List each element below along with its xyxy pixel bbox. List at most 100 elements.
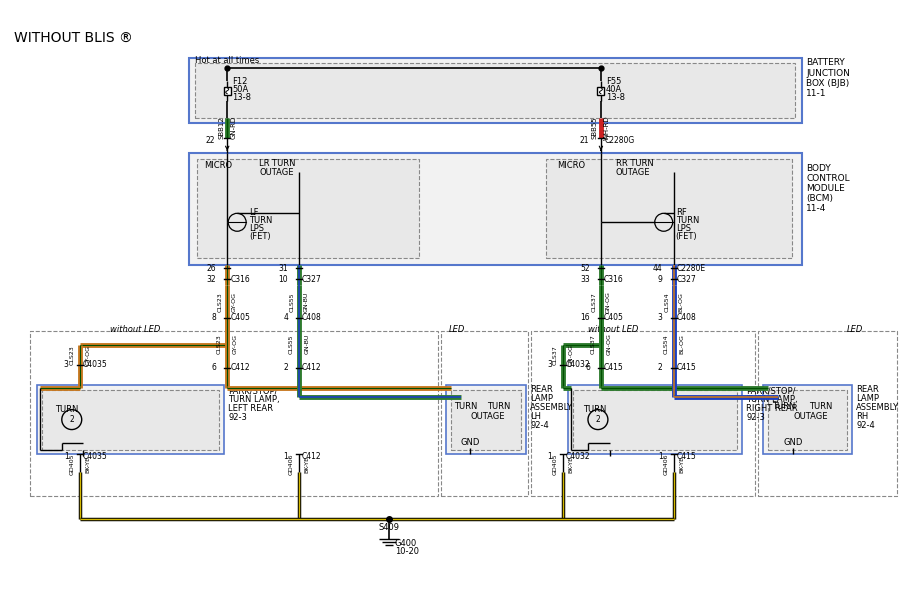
Text: TURN: TURN: [676, 216, 699, 225]
Text: REAR: REAR: [856, 385, 879, 394]
Bar: [546, 159, 793, 258]
Text: 8: 8: [212, 314, 216, 323]
Bar: [573, 390, 737, 450]
Bar: [597, 87, 605, 95]
Text: Hot at all times: Hot at all times: [195, 56, 260, 65]
Text: 50A: 50A: [232, 85, 249, 94]
Text: C412: C412: [302, 364, 321, 372]
Text: CLS23: CLS23: [69, 345, 74, 365]
Text: PARK/STOP/: PARK/STOP/: [746, 386, 796, 395]
Text: CLS54: CLS54: [663, 334, 668, 354]
Text: 1: 1: [548, 452, 552, 461]
Text: 26: 26: [207, 264, 216, 273]
Bar: [223, 87, 231, 95]
Text: TURN: TURN: [488, 402, 510, 411]
Text: (BCM): (BCM): [806, 194, 834, 203]
Text: CLS55: CLS55: [290, 292, 294, 312]
Text: 10: 10: [279, 274, 288, 284]
Text: RH: RH: [856, 412, 868, 421]
Text: C327: C327: [302, 274, 321, 284]
Text: BK-YE: BK-YE: [568, 456, 574, 473]
Text: GD405: GD405: [553, 454, 558, 475]
Text: TURN LAMP,: TURN LAMP,: [746, 395, 798, 404]
Bar: [190, 58, 803, 123]
Bar: [37, 385, 224, 454]
Text: C415: C415: [676, 452, 696, 461]
Text: 6: 6: [585, 364, 590, 372]
Text: C327: C327: [676, 274, 696, 284]
Text: C2280G: C2280G: [605, 136, 636, 145]
Text: 52: 52: [580, 264, 590, 273]
Text: C316: C316: [231, 274, 250, 284]
Text: C4035: C4035: [83, 452, 107, 461]
Text: GD405: GD405: [69, 454, 74, 475]
Text: (FET): (FET): [676, 232, 697, 241]
Text: 1: 1: [283, 452, 288, 461]
Text: C405: C405: [231, 314, 250, 323]
Text: C405: C405: [604, 314, 624, 323]
Text: CLS23: CLS23: [218, 292, 222, 312]
Bar: [42, 390, 219, 450]
Bar: [30, 331, 439, 497]
Text: F55: F55: [606, 77, 621, 86]
Text: 44: 44: [653, 264, 663, 273]
Text: 16: 16: [580, 314, 590, 323]
Text: CLS37: CLS37: [553, 345, 558, 365]
Text: OUTAGE: OUTAGE: [794, 412, 828, 421]
Text: C415: C415: [604, 364, 624, 372]
Text: CLS54: CLS54: [664, 292, 669, 312]
Text: SBB55: SBB55: [592, 117, 598, 139]
Text: C316: C316: [604, 274, 624, 284]
Text: 92-3: 92-3: [228, 413, 247, 422]
Text: BATTERY: BATTERY: [806, 59, 845, 67]
Text: TURN: TURN: [773, 402, 795, 411]
Bar: [768, 390, 847, 450]
Text: OUTAGE: OUTAGE: [470, 412, 505, 421]
Bar: [451, 390, 521, 450]
Text: 9: 9: [657, 274, 663, 284]
Text: 3: 3: [64, 361, 69, 369]
Text: without LED: without LED: [110, 325, 160, 334]
Text: MICRO: MICRO: [558, 161, 585, 170]
Text: C408: C408: [302, 314, 321, 323]
Text: LPS: LPS: [676, 224, 691, 233]
Text: LPS: LPS: [249, 224, 264, 233]
Text: BODY: BODY: [806, 164, 831, 173]
Text: C415: C415: [676, 364, 696, 372]
Text: without LED: without LED: [588, 325, 638, 334]
Text: GY-OG: GY-OG: [232, 292, 237, 312]
Text: LED: LED: [449, 325, 465, 334]
Text: S409: S409: [378, 523, 400, 532]
Text: MODULE: MODULE: [806, 184, 845, 193]
Text: GN-BU: GN-BU: [304, 334, 310, 354]
Text: 13-8: 13-8: [606, 93, 625, 102]
Text: GD406: GD406: [663, 454, 668, 475]
Text: 2: 2: [596, 415, 600, 424]
Text: C4035: C4035: [83, 361, 107, 369]
Text: GY-OG: GY-OG: [85, 345, 90, 365]
Text: ASSEMBLY: ASSEMBLY: [530, 403, 573, 412]
Text: 11-4: 11-4: [806, 204, 826, 213]
Text: 31: 31: [279, 264, 288, 273]
Bar: [197, 159, 419, 258]
Text: GND: GND: [784, 438, 803, 447]
Text: 92-4: 92-4: [856, 421, 874, 430]
Text: BL-OG: BL-OG: [678, 292, 683, 312]
Text: CONTROL: CONTROL: [806, 174, 850, 183]
Text: WITHOUT BLIS ®: WITHOUT BLIS ®: [14, 31, 133, 45]
Bar: [195, 63, 795, 118]
Text: LH: LH: [530, 412, 541, 421]
Text: 13-8: 13-8: [232, 93, 252, 102]
Text: TURN: TURN: [809, 402, 833, 411]
Text: WH-RD: WH-RD: [604, 115, 610, 140]
Text: C2280E: C2280E: [676, 264, 706, 273]
Text: 32: 32: [207, 274, 216, 284]
Text: RF: RF: [676, 208, 686, 217]
Text: C408: C408: [676, 314, 696, 323]
Text: G400: G400: [395, 539, 417, 548]
Text: REAR: REAR: [530, 385, 553, 394]
Text: BOX (BJB): BOX (BJB): [806, 79, 850, 88]
Text: GN-RD: GN-RD: [231, 116, 236, 139]
Text: F12: F12: [232, 77, 248, 86]
Text: GND: GND: [460, 438, 480, 447]
